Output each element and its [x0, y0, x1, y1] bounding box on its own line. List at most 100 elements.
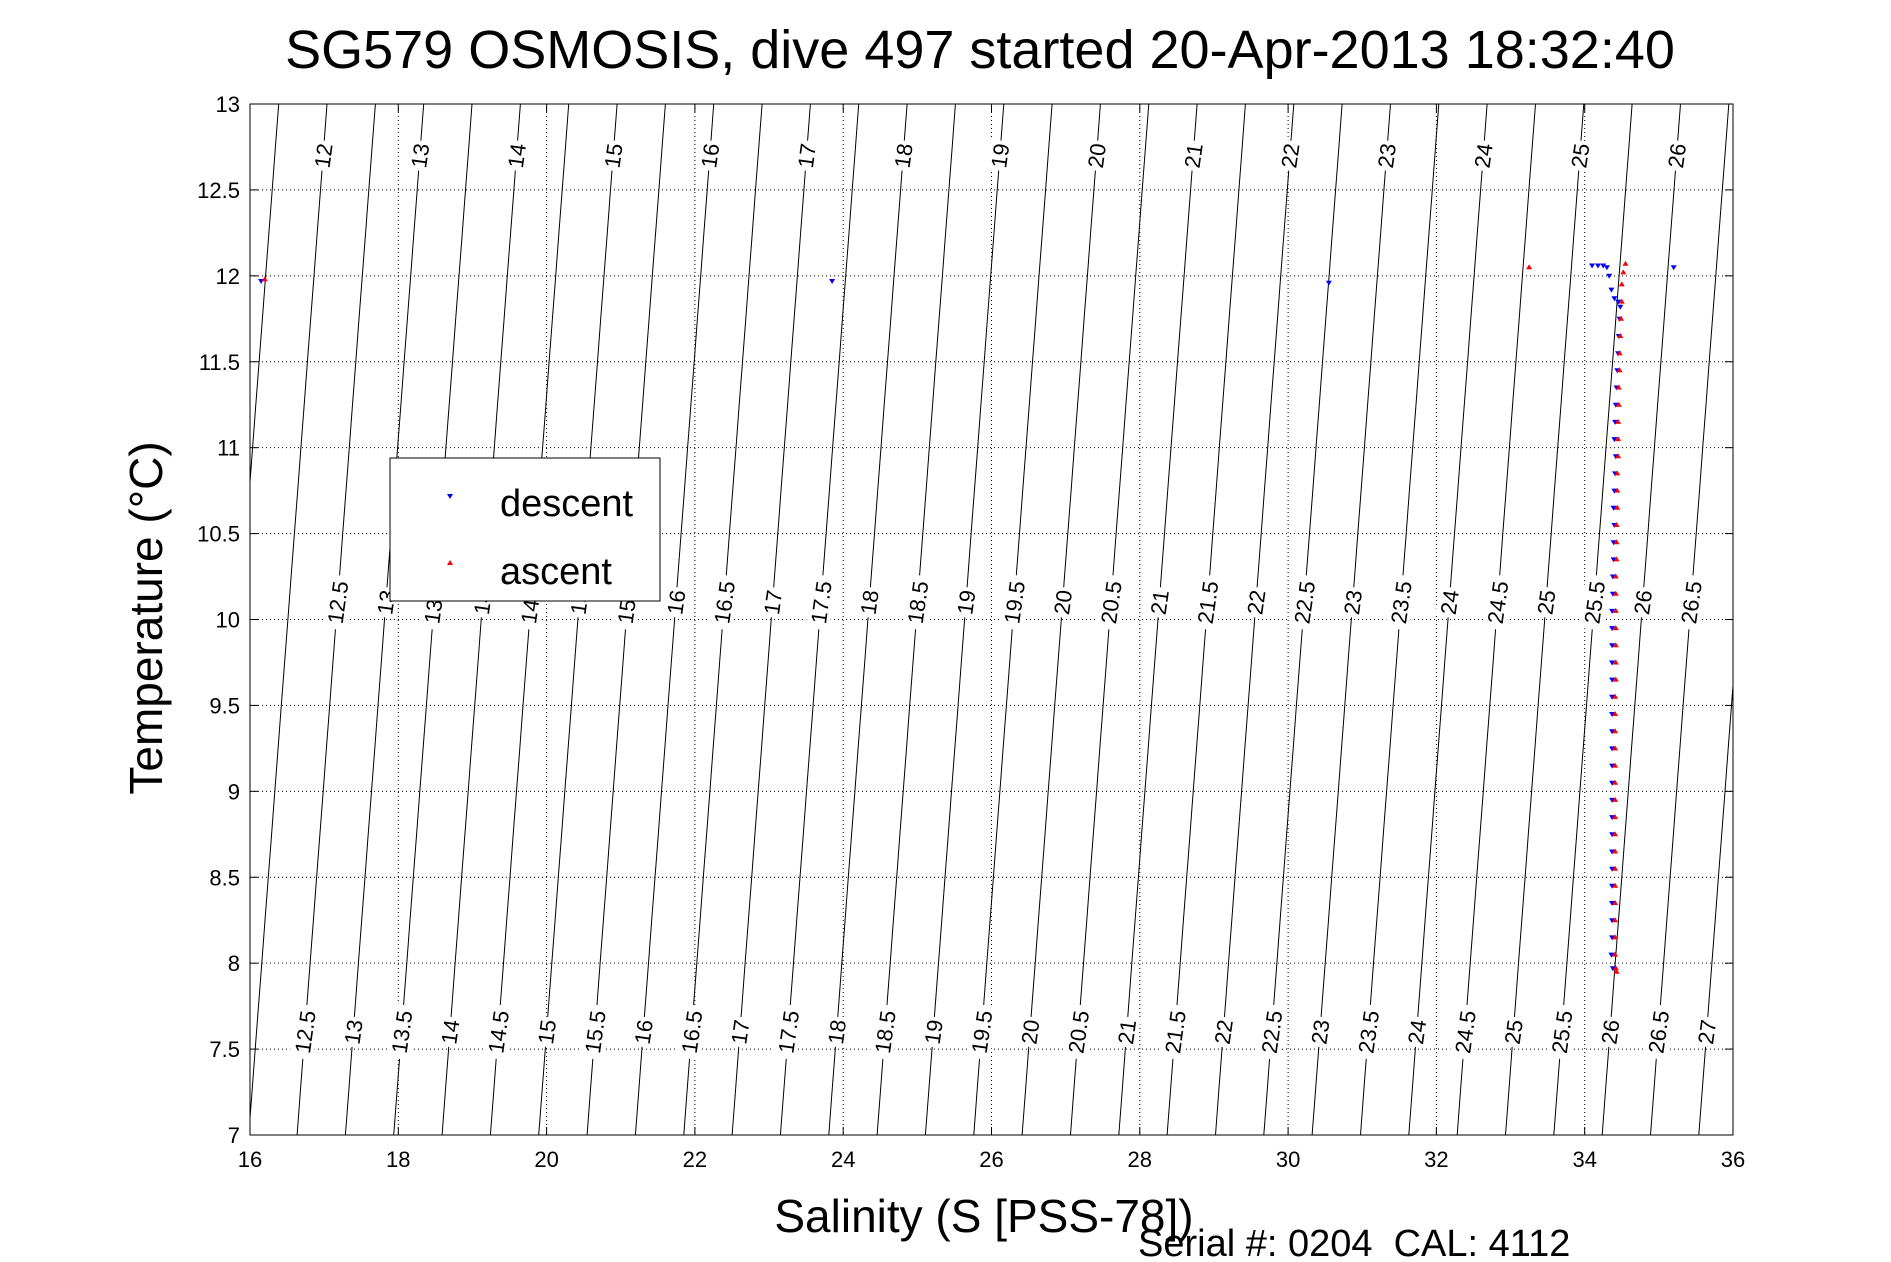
density-contour-label: 15 [532, 1015, 561, 1049]
contour-label-text: 15 [600, 142, 628, 170]
density-contour-label: 25.5 [1578, 573, 1610, 631]
contour-label-text: 15 [533, 1018, 561, 1046]
ascent-point [1618, 298, 1625, 304]
contour-label-text: 18.5 [870, 1009, 901, 1055]
descent-point [1609, 677, 1616, 683]
contour-label-text: 13 [340, 1018, 368, 1046]
contour-label-bg [599, 139, 628, 173]
contour-label-text: 17 [793, 142, 821, 170]
contour-label-bg [289, 1003, 321, 1061]
density-contour-label: 20 [1048, 585, 1077, 619]
density-contour-label: 21.5 [1159, 1003, 1191, 1061]
density-contour-label: 21 [1112, 1015, 1141, 1049]
density-contour-label: 19.5 [965, 1003, 997, 1061]
ascent-point [1616, 367, 1623, 373]
ascent-point [1612, 865, 1619, 871]
density-contour-label: 17 [792, 139, 821, 173]
contour-label-text: 18 [823, 1018, 851, 1046]
ascent-point [1614, 487, 1621, 493]
ascent-point [1612, 965, 1619, 971]
contour-label-bg [1095, 573, 1127, 631]
density-contour-label: 15.5 [579, 1003, 611, 1061]
density-contour-label: 19.5 [998, 573, 1030, 631]
contour-label-bg [1675, 573, 1707, 631]
legend-ascent-label: ascent [500, 551, 612, 593]
contour-label-bg [405, 139, 434, 173]
density-contour-label: 13 [405, 139, 434, 173]
density-contour-labels: 12 13 14 15 16 17 18 19 20 21 22 23 24 25 26 12.5 13 13.5… [289, 139, 1721, 1061]
density-contour-label: 18.5 [901, 573, 933, 631]
descent-point [1589, 263, 1596, 269]
descent-point [1595, 263, 1601, 269]
descent-point [1609, 608, 1616, 614]
ascent-point [1612, 848, 1619, 854]
descent-point [1609, 712, 1616, 717]
contour-label-text: 14.5 [483, 1009, 514, 1055]
y-tick-label: 10 [216, 608, 240, 633]
contour-label-bg [725, 1015, 754, 1049]
contour-label-bg [919, 1015, 948, 1049]
contour-label-text: 12 [310, 142, 338, 170]
contour-label-text: 20 [1016, 1018, 1044, 1046]
series-descent [258, 263, 1677, 972]
ascent-point [1615, 418, 1622, 424]
contour-label-bg [385, 1003, 418, 1061]
y-tick-label: 9.5 [209, 693, 240, 718]
contour-label-bg [1565, 139, 1594, 173]
x-tick-label: 16 [238, 1147, 262, 1172]
contour-label-bg [1402, 1015, 1431, 1049]
density-contour-label: 12 [309, 139, 338, 173]
ascent-point [1612, 831, 1619, 837]
contour-label-text: 18 [890, 142, 918, 170]
ascent-point [1614, 470, 1621, 476]
contour-label-text: 24 [1436, 589, 1464, 617]
contour-label-text: 16 [662, 589, 690, 617]
ascent-point [1614, 504, 1621, 510]
contour-label-bg [1062, 1003, 1094, 1061]
chart-title: SG579 OSMOSIS, dive 497 started 20-Apr-2… [285, 20, 1675, 80]
density-contour-label: 23 [1372, 139, 1401, 173]
descent-point [1611, 437, 1618, 443]
density-contour-label: 22 [1209, 1015, 1238, 1049]
ascent-point [1526, 264, 1533, 270]
ascent-point [261, 276, 268, 282]
density-contour-label: 16 [661, 585, 690, 619]
ascent-point [1612, 762, 1619, 768]
descent-point [1325, 280, 1332, 286]
contour-label-text: 24.5 [1450, 1009, 1481, 1055]
descent-point [1609, 901, 1616, 906]
contour-label-bg [1596, 1015, 1624, 1049]
y-tick-label: 7 [228, 1123, 240, 1148]
contour-label-text: 26 [1629, 589, 1657, 617]
ascent-point [1612, 779, 1619, 785]
density-contour-label: 24 [1435, 585, 1464, 619]
density-contour-label: 24.5 [1449, 1003, 1481, 1061]
contour-label-bg [435, 1015, 464, 1049]
density-contour-label: 26 [1662, 139, 1691, 173]
x-tick-label: 22 [683, 1147, 707, 1172]
contour-label-text: 21 [1113, 1018, 1141, 1046]
ascent-point [1618, 281, 1625, 287]
density-contour-label: 17.5 [772, 1003, 804, 1061]
contour-label-bg [1642, 1003, 1674, 1061]
ascent-point [1612, 659, 1619, 665]
descent-point [1609, 780, 1616, 786]
plot-area: 12 13 14 15 16 17 18 19 20 21 22 23 24 25 26 12.5 13 13.5… [197, 92, 1745, 1172]
contour-label-text: 24 [1470, 142, 1498, 170]
y-tick-label: 8 [228, 951, 240, 976]
contour-label-bg [1016, 1015, 1044, 1049]
density-contour-label: 14.5 [482, 1003, 514, 1061]
ascent-point [1613, 556, 1620, 562]
contour-label-bg [998, 573, 1030, 631]
ascent-point [1612, 917, 1619, 923]
contour-label-bg [321, 573, 354, 631]
descent-point [1609, 660, 1616, 666]
x-tick-label: 32 [1424, 1147, 1448, 1172]
density-contour-label: 12.5 [289, 1003, 321, 1061]
x-tick-label: 26 [979, 1147, 1003, 1172]
contour-label-text: 12.5 [290, 1009, 321, 1055]
ascent-point [1612, 900, 1619, 905]
ascent-point [1622, 260, 1629, 266]
x-tick-label: 18 [386, 1147, 410, 1172]
contour-label-bg [772, 1003, 804, 1061]
